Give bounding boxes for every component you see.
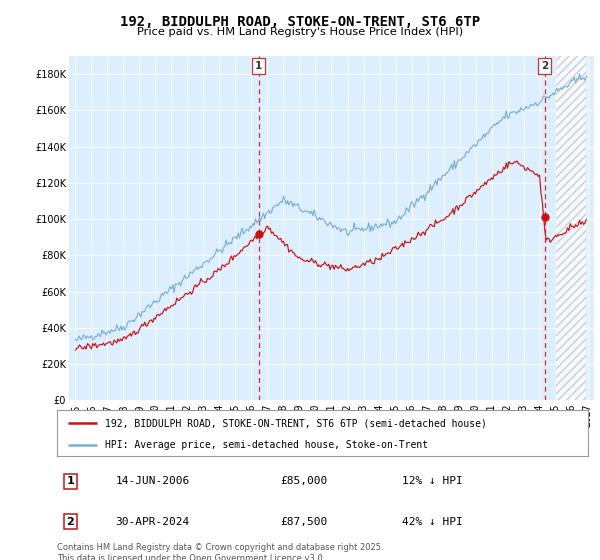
Text: 192, BIDDULPH ROAD, STOKE-ON-TRENT, ST6 6TP: 192, BIDDULPH ROAD, STOKE-ON-TRENT, ST6 … — [120, 15, 480, 29]
Text: 192, BIDDULPH ROAD, STOKE-ON-TRENT, ST6 6TP (semi-detached house): 192, BIDDULPH ROAD, STOKE-ON-TRENT, ST6 … — [105, 418, 487, 428]
Text: 42% ↓ HPI: 42% ↓ HPI — [402, 517, 463, 526]
Text: Price paid vs. HM Land Registry's House Price Index (HPI): Price paid vs. HM Land Registry's House … — [137, 27, 463, 38]
Text: 1: 1 — [255, 61, 262, 71]
Text: 30-APR-2024: 30-APR-2024 — [115, 517, 190, 526]
Text: 1: 1 — [67, 477, 74, 486]
Text: £87,500: £87,500 — [280, 517, 327, 526]
Text: HPI: Average price, semi-detached house, Stoke-on-Trent: HPI: Average price, semi-detached house,… — [105, 440, 428, 450]
Text: 2: 2 — [67, 517, 74, 526]
Text: 12% ↓ HPI: 12% ↓ HPI — [402, 477, 463, 486]
Text: £85,000: £85,000 — [280, 477, 327, 486]
Text: 14-JUN-2006: 14-JUN-2006 — [115, 477, 190, 486]
Text: Contains HM Land Registry data © Crown copyright and database right 2025.
This d: Contains HM Land Registry data © Crown c… — [57, 543, 383, 560]
Text: 2: 2 — [541, 61, 548, 71]
